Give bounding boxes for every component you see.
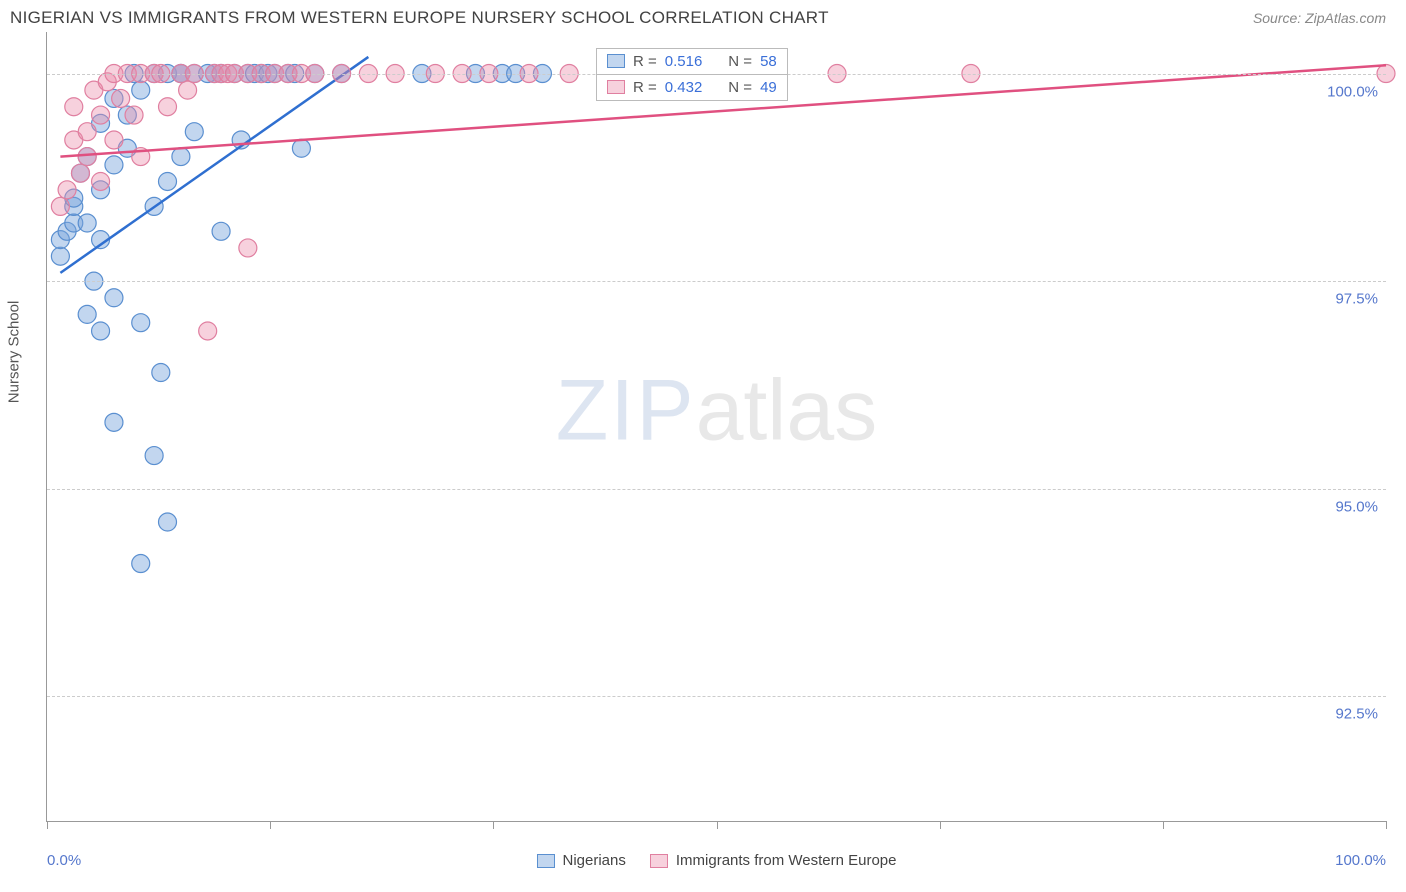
data-point	[78, 123, 96, 141]
data-point	[179, 81, 197, 99]
data-point	[51, 197, 69, 215]
data-point	[199, 322, 217, 340]
data-point	[172, 148, 190, 166]
legend-swatch	[607, 54, 625, 68]
data-point	[92, 322, 110, 340]
r-value: 0.516	[665, 53, 703, 70]
data-point	[78, 148, 96, 166]
y-axis-label: Nursery School	[6, 301, 23, 404]
data-point	[112, 89, 130, 107]
gridline	[47, 489, 1386, 490]
data-point	[292, 139, 310, 157]
gridline	[47, 281, 1386, 282]
x-tick	[493, 821, 494, 829]
legend-label: Nigerians	[562, 852, 625, 869]
x-tick-label: 100.0%	[1335, 852, 1386, 869]
n-value: 58	[760, 53, 777, 70]
data-point	[92, 172, 110, 190]
data-point	[185, 123, 203, 141]
data-point	[105, 413, 123, 431]
chart-title: NIGERIAN VS IMMIGRANTS FROM WESTERN EURO…	[10, 8, 829, 28]
plot-svg	[47, 32, 1386, 821]
data-point	[145, 447, 163, 465]
data-point	[51, 247, 69, 265]
y-tick-label: 100.0%	[1327, 83, 1378, 100]
data-point	[159, 98, 177, 116]
data-point	[125, 106, 143, 124]
x-tick	[47, 821, 48, 829]
data-point	[159, 513, 177, 531]
x-tick	[717, 821, 718, 829]
series-legend: Nigerians Immigrants from Western Europe	[536, 852, 896, 869]
x-tick	[1386, 821, 1387, 829]
data-point	[78, 305, 96, 323]
data-point	[105, 131, 123, 149]
gridline	[47, 696, 1386, 697]
r-label: R =	[633, 53, 657, 70]
data-point	[71, 164, 89, 182]
y-tick-label: 92.5%	[1335, 706, 1378, 723]
data-point	[132, 555, 150, 573]
legend-swatch	[607, 80, 625, 94]
data-point	[132, 81, 150, 99]
legend-label: Immigrants from Western Europe	[676, 852, 897, 869]
data-point	[159, 172, 177, 190]
data-point	[105, 289, 123, 307]
r-label: R =	[633, 79, 657, 96]
legend-swatch	[650, 854, 668, 868]
data-point	[78, 214, 96, 232]
legend-item: Nigerians	[536, 852, 625, 869]
data-point	[239, 239, 257, 257]
stats-legend-row: R = 0.516 N = 58	[596, 48, 788, 75]
data-point	[152, 364, 170, 382]
legend-swatch	[536, 854, 554, 868]
y-tick-label: 97.5%	[1335, 291, 1378, 308]
n-value: 49	[760, 79, 777, 96]
x-tick-label: 0.0%	[47, 852, 81, 869]
y-tick-label: 95.0%	[1335, 498, 1378, 515]
data-point	[92, 106, 110, 124]
scatter-chart: ZIPatlas 92.5%95.0%97.5%100.0%0.0%100.0%…	[46, 32, 1386, 822]
legend-item: Immigrants from Western Europe	[650, 852, 897, 869]
data-point	[212, 222, 230, 240]
data-point	[65, 98, 83, 116]
stats-legend-row: R = 0.432 N = 49	[596, 74, 788, 101]
x-tick	[1163, 821, 1164, 829]
data-point	[132, 314, 150, 332]
n-label: N =	[728, 53, 752, 70]
n-label: N =	[728, 79, 752, 96]
source-attribution: Source: ZipAtlas.com	[1253, 10, 1386, 26]
x-tick	[940, 821, 941, 829]
data-point	[58, 181, 76, 199]
data-point	[105, 156, 123, 174]
x-tick	[270, 821, 271, 829]
r-value: 0.432	[665, 79, 703, 96]
